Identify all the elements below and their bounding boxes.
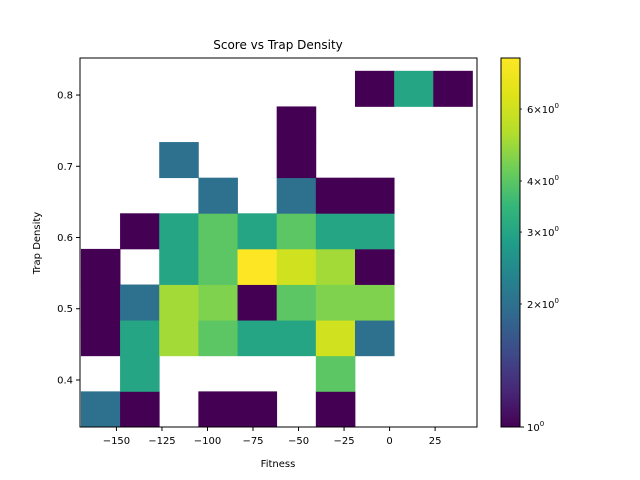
heatmap-cell-r3-c6	[315, 284, 356, 321]
heatmap-cell-r0-c0	[80, 391, 121, 428]
colorbar-gradient	[500, 57, 521, 428]
heatmap-cell-r7-c5	[276, 142, 317, 179]
colorbar-minor-tick-label: 2×100	[527, 297, 559, 311]
chart-title: Score vs Trap Density	[213, 38, 343, 52]
heatmap-cell-r2-c1	[120, 320, 160, 357]
colorbar-minor-tick-label: 6×100	[527, 102, 559, 116]
x-tick-label: 25	[429, 436, 442, 447]
heatmap-cell-r0-c4	[237, 391, 278, 428]
heatmap-cell-r4-c0	[80, 248, 121, 285]
y-tick-label: 0.6	[57, 233, 73, 244]
heatmap-cell-r3-c2	[159, 284, 199, 321]
heatmap-cell-r6-c7	[354, 177, 395, 214]
colorbar-major-tick-label: 100	[527, 420, 544, 434]
y-axis: 0.4 0.5 0.6 0.7 0.8	[57, 91, 80, 386]
heatmap-cell-r3-c5	[276, 284, 317, 321]
plot-frame	[79, 57, 478, 428]
heatmap-cell-r5-c4	[237, 213, 278, 250]
x-tick-label: −25	[334, 436, 355, 447]
heatmap-cell-r9-c9	[433, 70, 473, 107]
heatmap-cell-r5-c5	[276, 213, 317, 250]
heatmap-cell-r4-c3	[198, 248, 238, 285]
heatmap-cell-r0-c6	[315, 391, 356, 428]
heatmap-cell-r5-c2	[159, 213, 199, 250]
heatmap-cell-r3-c0	[80, 284, 121, 321]
heatmap-cell-r4-c4	[237, 248, 278, 285]
heatmap-cell-r6-c5	[276, 177, 317, 214]
heatmap-cell-r4-c2	[159, 248, 199, 285]
y-tick-label: 0.4	[57, 375, 73, 386]
heatmap-cell-r4-c7	[354, 248, 395, 285]
heatmap-cell-r6-c3	[198, 177, 238, 214]
heatmap-cell-r1-c6	[315, 355, 356, 392]
heatmap-cell-r8-c5	[276, 106, 317, 143]
heatmap-cell-r2-c2	[159, 320, 199, 357]
y-tick-label: 0.5	[57, 304, 73, 315]
y-tick-label: 0.7	[57, 162, 73, 173]
heatmap-cell-r2-c3	[198, 320, 238, 357]
heatmap-cell-r5-c1	[120, 213, 160, 250]
heatmap-cell-r5-c6	[315, 213, 356, 250]
x-tick-label: −125	[148, 436, 175, 447]
colorbar-minor-tick-label: 3×100	[527, 225, 559, 239]
heatmap-cell-r0-c3	[198, 391, 238, 428]
heatmap-cell-r2-c0	[80, 320, 121, 357]
heatmap-cell-r9-c8	[394, 70, 434, 107]
heatmap-cell-r3-c4	[237, 284, 278, 321]
x-tick-label: 0	[386, 436, 392, 447]
heatmap-cell-r7-c2	[159, 142, 199, 179]
heatmap-cell-r4-c6	[315, 248, 356, 285]
heatmap-cell-r3-c3	[198, 284, 238, 321]
colorbar: 100 2×100 3×100 4×100 6×100	[500, 57, 559, 434]
colorbar-minor-tick-label: 4×100	[527, 174, 559, 188]
colorbar-ticks: 100 2×100 3×100 4×100 6×100	[520, 102, 559, 434]
heatmap-cell-r3-c7	[354, 284, 395, 321]
heatmap-cell-r5-c7	[354, 213, 395, 250]
x-axis-title: Fitness	[261, 459, 296, 470]
heatmap-cell-r2-c7	[354, 320, 395, 357]
heatmap-cell-r2-c5	[276, 320, 317, 357]
heatmap-cell-r0-c1	[120, 391, 160, 428]
heatmap-cell-r3-c1	[120, 284, 160, 321]
heatmap-cell-r4-c5	[276, 248, 317, 285]
heatmap-cell-r5-c3	[198, 213, 238, 250]
heatmap-cell-r1-c1	[120, 355, 160, 392]
x-tick-label: −75	[242, 436, 263, 447]
x-tick-label: −50	[288, 436, 309, 447]
x-tick-label: −100	[194, 436, 221, 447]
y-axis-title: Trap Density	[32, 212, 43, 276]
y-tick-label: 0.8	[57, 91, 73, 102]
heatmap-cell-r2-c6	[315, 320, 356, 357]
heatmap-cells	[80, 70, 473, 428]
x-axis: −150 −125 −100 −75 −50 −25 0 25	[103, 427, 442, 447]
heatmap-cell-r6-c6	[315, 177, 356, 214]
x-tick-label: −150	[103, 436, 130, 447]
heatmap-cell-r9-c7	[354, 70, 395, 107]
heatmap-cell-r2-c4	[237, 320, 278, 357]
